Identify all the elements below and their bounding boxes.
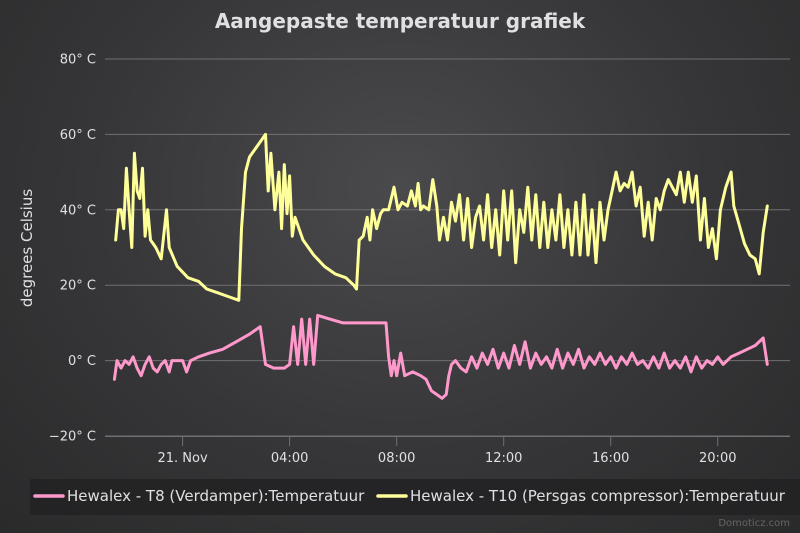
legend-item-t8[interactable]: Hewalex - T8 (Verdamper):Temperatuur	[67, 487, 365, 505]
y-tick-label: 40° C	[60, 203, 96, 218]
x-tick-label: 16:00	[592, 451, 629, 466]
chart-title: Aangepaste temperatuur grafiek	[215, 9, 586, 33]
legend-item-t10[interactable]: Hewalex - T10 (Persgas compressor):Tempe…	[410, 487, 786, 505]
y-tick-label: −20° C	[49, 430, 96, 445]
y-tick-label: 80° C	[60, 53, 96, 68]
y-tick-label: 0° C	[68, 354, 96, 369]
series-line-t10[interactable]	[114, 132, 769, 302]
x-tick-label: 12:00	[485, 451, 522, 466]
x-axis: 21. Nov 04:00 08:00 12:00 16:00 20:00	[105, 436, 790, 466]
series-group	[112, 132, 769, 400]
legend[interactable]: Hewalex - T8 (Verdamper):Temperatuur Hewa…	[30, 479, 800, 515]
x-tick-label: 08:00	[378, 451, 415, 466]
x-tick-label: 21. Nov	[158, 451, 208, 466]
legend-background	[30, 479, 800, 515]
series-line-t8[interactable]	[112, 313, 769, 400]
x-tick-label: 20:00	[699, 451, 736, 466]
x-tick-label: 04:00	[271, 451, 308, 466]
y-axis-label: degrees Celsius	[18, 189, 36, 308]
y-axis: 80° C 60° C 40° C 20° C 0° C −20° C	[49, 53, 96, 445]
y-tick-label: 20° C	[60, 279, 96, 294]
credit[interactable]: Domoticz.com	[718, 518, 790, 529]
y-tick-label: 60° C	[60, 128, 96, 143]
